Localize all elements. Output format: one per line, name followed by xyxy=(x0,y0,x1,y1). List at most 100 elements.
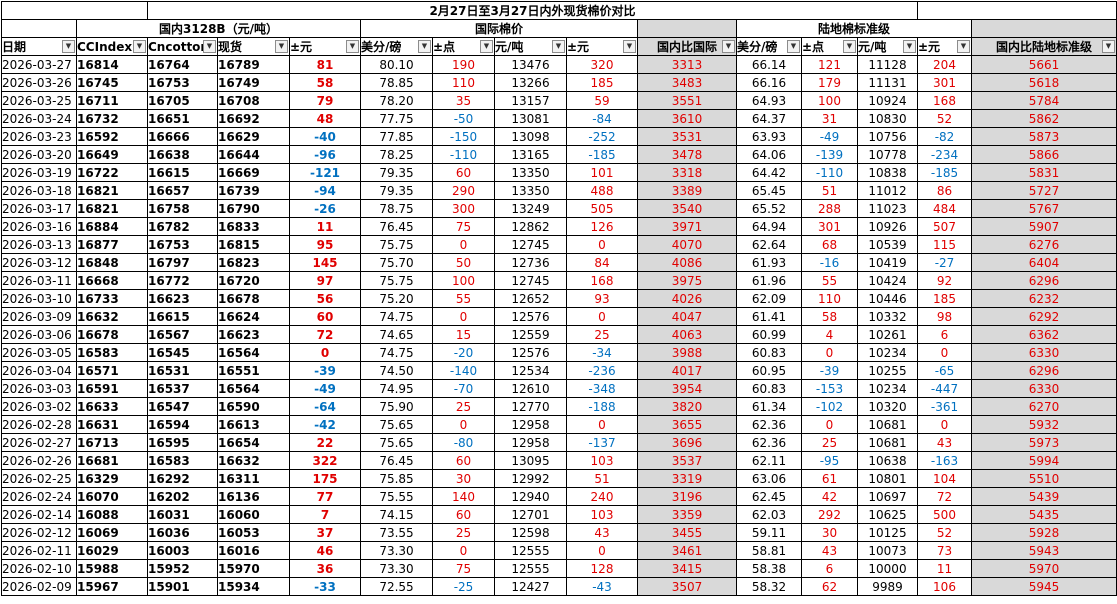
cell-col-1[interactable]: 16571 xyxy=(76,361,148,380)
cell-col-10[interactable]: 60.95 xyxy=(736,361,802,380)
cell-col-12[interactable]: 10255 xyxy=(857,361,918,380)
cell-col-13[interactable]: 104 xyxy=(917,469,972,488)
cell-col-5[interactable]: 75.75 xyxy=(360,271,433,290)
cell-col-13[interactable]: -65 xyxy=(917,361,972,380)
cell-col-9[interactable]: 4026 xyxy=(637,289,737,308)
cell-col-3[interactable]: 16739 xyxy=(217,181,290,200)
cell-col-5[interactable]: 78.85 xyxy=(360,73,433,92)
cell-col-0[interactable]: 2026-02-28 xyxy=(1,415,77,434)
cell-col-13[interactable]: 11 xyxy=(917,559,972,578)
cell-col-0[interactable]: 2026-03-27 xyxy=(1,55,77,74)
cell-col-13[interactable]: -447 xyxy=(917,379,972,398)
cell-col-4[interactable]: 36 xyxy=(289,559,361,578)
cell-col-6[interactable]: 60 xyxy=(432,163,495,182)
cell-col-11[interactable]: -95 xyxy=(801,451,858,470)
cell-col-8[interactable]: 240 xyxy=(566,487,638,506)
cell-col-3[interactable]: 16669 xyxy=(217,163,290,182)
cell-col-13[interactable]: 6 xyxy=(917,325,972,344)
cell-col-9[interactable]: 3551 xyxy=(637,91,737,110)
cell-col-7[interactable]: 13165 xyxy=(494,145,567,164)
cell-col-12[interactable]: 10756 xyxy=(857,127,918,146)
cell-col-5[interactable]: 75.65 xyxy=(360,433,433,452)
cell-col-7[interactable]: 12576 xyxy=(494,307,567,326)
cell-col-6[interactable]: 0 xyxy=(432,541,495,560)
cell-col-5[interactable]: 74.75 xyxy=(360,307,433,326)
cell-col-0[interactable]: 2026-03-13 xyxy=(1,235,77,254)
cell-col-4[interactable]: -64 xyxy=(289,397,361,416)
cell-col-3[interactable]: 16053 xyxy=(217,523,290,542)
cell-col-8[interactable]: 126 xyxy=(566,217,638,236)
cell-col-12[interactable]: 11128 xyxy=(857,55,918,74)
cell-col-2[interactable]: 16545 xyxy=(147,343,218,362)
cell-col-0[interactable]: 2026-03-16 xyxy=(1,217,77,236)
cell-col-12[interactable]: 11023 xyxy=(857,199,918,218)
cell-col-12[interactable]: 10778 xyxy=(857,145,918,164)
cell-col-12[interactable]: 10419 xyxy=(857,253,918,272)
cell-col-1[interactable]: 16681 xyxy=(76,451,148,470)
cell-col-10[interactable]: 62.09 xyxy=(736,289,802,308)
cell-col-14[interactable]: 5932 xyxy=(971,415,1117,434)
cell-col-8[interactable]: 0 xyxy=(566,235,638,254)
cell-col-4[interactable]: 56 xyxy=(289,289,361,308)
cell-col-8[interactable]: 320 xyxy=(566,55,638,74)
cell-col-6[interactable]: 60 xyxy=(432,505,495,524)
cell-col-0[interactable]: 2026-03-12 xyxy=(1,253,77,272)
cell-col-7[interactable]: 12598 xyxy=(494,523,567,542)
cell-col-4[interactable]: 7 xyxy=(289,505,361,524)
cell-col-7[interactable]: 13081 xyxy=(494,109,567,128)
cell-col-13[interactable]: 72 xyxy=(917,487,972,506)
cell-col-2[interactable]: 16657 xyxy=(147,181,218,200)
cell-col-4[interactable]: 0 xyxy=(289,343,361,362)
cell-col-8[interactable]: -348 xyxy=(566,379,638,398)
cell-col-14[interactable]: 5618 xyxy=(971,73,1117,92)
cell-col-5[interactable]: 73.30 xyxy=(360,541,433,560)
cell-col-0[interactable]: 2026-03-24 xyxy=(1,109,77,128)
cell-col-6[interactable]: -70 xyxy=(432,379,495,398)
cell-col-12[interactable]: 10830 xyxy=(857,109,918,128)
cell-col-0[interactable]: 2026-02-25 xyxy=(1,469,77,488)
cell-col-1[interactable]: 16633 xyxy=(76,397,148,416)
cell-col-5[interactable]: 79.35 xyxy=(360,181,433,200)
cell-col-3[interactable]: 16613 xyxy=(217,415,290,434)
cell-col-10[interactable]: 64.37 xyxy=(736,109,802,128)
cell-col-8[interactable]: 168 xyxy=(566,271,638,290)
cell-col-0[interactable]: 2026-03-06 xyxy=(1,325,77,344)
cell-col-8[interactable]: 103 xyxy=(566,505,638,524)
cell-col-6[interactable]: 35 xyxy=(432,91,495,110)
cell-col-4[interactable]: 175 xyxy=(289,469,361,488)
cell-col-13[interactable]: 507 xyxy=(917,217,972,236)
cell-col-0[interactable]: 2026-02-09 xyxy=(1,577,77,596)
cell-col-7[interactable]: 12958 xyxy=(494,415,567,434)
cell-col-12[interactable]: 10125 xyxy=(857,523,918,542)
cell-col-10[interactable]: 62.45 xyxy=(736,487,802,506)
cell-col-5[interactable]: 77.85 xyxy=(360,127,433,146)
cell-col-0[interactable]: 2026-02-12 xyxy=(1,523,77,542)
cell-col-7[interactable]: 12992 xyxy=(494,469,567,488)
cell-col-11[interactable]: -153 xyxy=(801,379,858,398)
cell-col-14[interactable]: 5435 xyxy=(971,505,1117,524)
cell-col-14[interactable]: 5767 xyxy=(971,199,1117,218)
cell-col-11[interactable]: 55 xyxy=(801,271,858,290)
column-header-5[interactable]: 美分/磅 ▼ xyxy=(360,37,433,56)
cell-col-13[interactable]: 52 xyxy=(917,109,972,128)
cell-col-2[interactable]: 16615 xyxy=(147,307,218,326)
cell-col-0[interactable]: 2026-02-26 xyxy=(1,451,77,470)
cell-col-10[interactable]: 62.36 xyxy=(736,433,802,452)
cell-col-3[interactable]: 16692 xyxy=(217,109,290,128)
cell-col-9[interactable]: 4086 xyxy=(637,253,737,272)
cell-col-13[interactable]: -234 xyxy=(917,145,972,164)
cell-col-11[interactable]: -16 xyxy=(801,253,858,272)
cell-col-2[interactable]: 15901 xyxy=(147,577,218,596)
cell-col-0[interactable]: 2026-03-26 xyxy=(1,73,77,92)
cell-col-8[interactable]: 59 xyxy=(566,91,638,110)
cell-col-11[interactable]: 6 xyxy=(801,559,858,578)
cell-col-1[interactable]: 16632 xyxy=(76,307,148,326)
cell-col-7[interactable]: 13095 xyxy=(494,451,567,470)
cell-col-12[interactable]: 10638 xyxy=(857,451,918,470)
cell-col-6[interactable]: -25 xyxy=(432,577,495,596)
cell-col-11[interactable]: -39 xyxy=(801,361,858,380)
cell-col-4[interactable]: -42 xyxy=(289,415,361,434)
cell-col-14[interactable]: 5907 xyxy=(971,217,1117,236)
cell-col-1[interactable]: 16329 xyxy=(76,469,148,488)
cell-col-7[interactable]: 13249 xyxy=(494,199,567,218)
